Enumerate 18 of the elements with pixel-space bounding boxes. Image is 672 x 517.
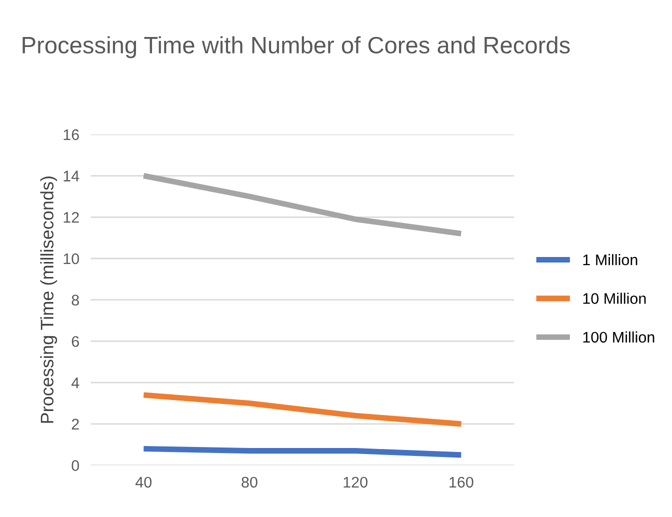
x-tick-label: 160 [450,476,474,488]
y-tick-label: 10 [64,253,80,264]
y-tick-label: 4 [71,378,80,388]
legend-label: 1 Million [583,254,638,266]
x-tick-label: 40 [135,476,152,488]
x-tick-label: 120 [344,476,368,488]
legend-label: 10 Million [583,292,646,304]
legend-label: 100 Million [583,331,654,343]
y-axis-title: Processing Time (milliseconds) [40,176,58,423]
y-tick-label: 14 [64,170,80,182]
y-tick-label: 6 [72,336,79,347]
y-tick-label: 2 [72,418,79,430]
chart-title: Processing Time with Number of Cores and Records [22,36,570,58]
y-tick-label: 12 [64,212,79,223]
y-tick-label: 16 [64,129,79,140]
x-tick-label: 80 [242,476,258,488]
y-tick-label: 0 [72,460,80,471]
y-tick-label: 8 [72,294,79,306]
